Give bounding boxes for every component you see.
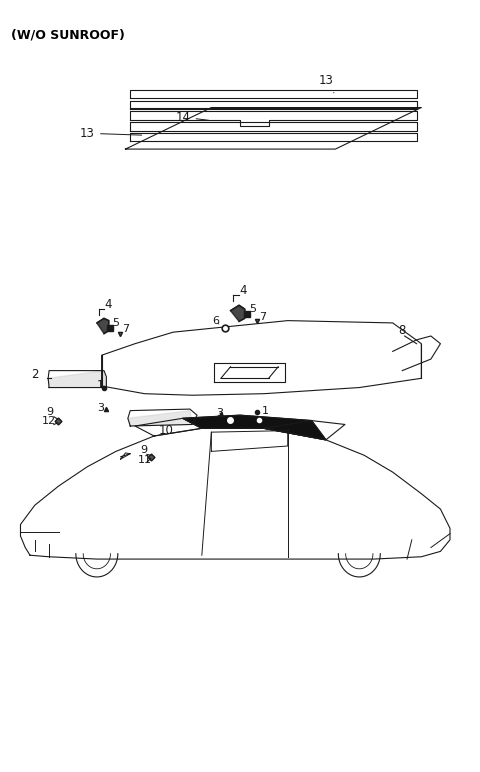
- Text: 9: 9: [140, 445, 147, 455]
- Text: 1: 1: [97, 380, 104, 390]
- Text: 14: 14: [176, 110, 209, 124]
- Text: 8: 8: [398, 323, 406, 337]
- Polygon shape: [97, 318, 109, 334]
- Text: 5: 5: [249, 304, 256, 314]
- Polygon shape: [48, 371, 107, 388]
- Text: 7: 7: [259, 312, 266, 322]
- Text: 5: 5: [112, 318, 119, 328]
- Text: 12: 12: [42, 416, 56, 426]
- Text: 1: 1: [257, 406, 268, 415]
- Text: 6: 6: [212, 317, 219, 327]
- Text: 3: 3: [216, 408, 223, 418]
- Polygon shape: [230, 305, 245, 321]
- Text: 3: 3: [97, 403, 104, 412]
- Text: 4: 4: [239, 283, 247, 296]
- Text: 2: 2: [31, 368, 38, 381]
- Text: 9: 9: [47, 408, 54, 417]
- Text: 10: 10: [158, 424, 173, 437]
- Polygon shape: [183, 415, 326, 440]
- Text: 13: 13: [319, 74, 334, 93]
- Text: (W/O SUNROOF): (W/O SUNROOF): [11, 29, 125, 42]
- Polygon shape: [128, 411, 192, 426]
- Text: 11: 11: [137, 455, 151, 465]
- Text: 4: 4: [104, 297, 111, 310]
- Text: 13: 13: [80, 127, 142, 140]
- Text: 7: 7: [121, 324, 129, 334]
